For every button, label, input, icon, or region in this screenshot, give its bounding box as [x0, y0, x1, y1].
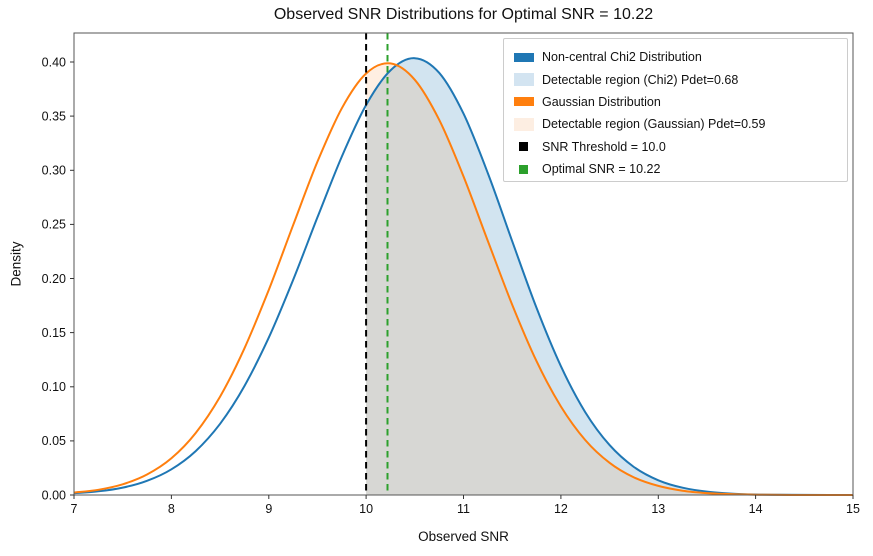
- chi2-detectable-fill: [366, 58, 853, 495]
- y-axis-label: Density: [8, 241, 24, 287]
- y-tick-label: 0.10: [42, 380, 66, 394]
- legend-label: SNR Threshold = 10.0: [542, 139, 666, 154]
- x-tick-label: 15: [846, 502, 860, 516]
- y-tick-label: 0.20: [42, 272, 66, 286]
- x-tick-label: 8: [168, 502, 175, 516]
- legend-label: Detectable region (Chi2) Pdet=0.68: [542, 72, 739, 87]
- x-axis-label: Observed SNR: [418, 529, 509, 544]
- fill-swatch-icon: [514, 73, 534, 87]
- y-tick-label: 0.35: [42, 109, 66, 123]
- legend-label: Optimal SNR = 10.22: [542, 162, 661, 177]
- legend-entry: SNR Threshold = 10.0: [514, 136, 839, 158]
- legend-entry: Gaussian Distribution: [514, 91, 839, 113]
- x-tick-label: 10: [359, 502, 373, 516]
- legend-swatch-box: [514, 73, 542, 87]
- x-tick-label: 14: [749, 502, 763, 516]
- legend-entry: Detectable region (Chi2) Pdet=0.68: [514, 68, 839, 90]
- legend-label: Gaussian Distribution: [542, 94, 661, 109]
- chart-title: Observed SNR Distributions for Optimal S…: [273, 6, 654, 23]
- y-tick-label: 0.05: [42, 434, 66, 448]
- y-tick-label: 0.15: [42, 326, 66, 340]
- gaussian-detectable-fill: [366, 63, 853, 495]
- x-tick-label: 12: [554, 502, 568, 516]
- legend-swatch-box: [514, 52, 542, 62]
- gaussian-curve-line: [73, 62, 853, 496]
- x-tick-label: 7: [71, 502, 78, 516]
- legend-swatch-box: [514, 97, 542, 107]
- legend-swatch-box: [514, 142, 542, 152]
- y-tick-label: 0.40: [42, 55, 66, 69]
- square-swatch-icon: [519, 164, 528, 174]
- x-tick-label: 13: [651, 502, 665, 516]
- legend-entry: Non-central Chi2 Distribution: [514, 46, 839, 68]
- legend-swatch-box: [514, 164, 542, 174]
- legend-label: Detectable region (Gaussian) Pdet=0.59: [542, 117, 766, 132]
- square-swatch-icon: [519, 142, 528, 152]
- legend-swatch-box: [514, 117, 542, 131]
- line-swatch-icon: [514, 52, 534, 62]
- legend-entry: Detectable region (Gaussian) Pdet=0.59: [514, 113, 839, 135]
- x-tick-label: 11: [457, 502, 470, 516]
- y-tick-label: 0.00: [42, 488, 66, 502]
- x-tick-label: 9: [265, 502, 272, 516]
- legend-label: Non-central Chi2 Distribution: [542, 50, 702, 65]
- legend-entry: Optimal SNR = 10.22: [514, 158, 839, 180]
- y-tick-label: 0.25: [42, 218, 66, 232]
- fill-swatch-icon: [514, 117, 534, 131]
- legend: Non-central Chi2 Distribution Detectable …: [503, 38, 848, 182]
- line-swatch-icon: [514, 97, 534, 107]
- y-tick-label: 0.30: [42, 164, 66, 178]
